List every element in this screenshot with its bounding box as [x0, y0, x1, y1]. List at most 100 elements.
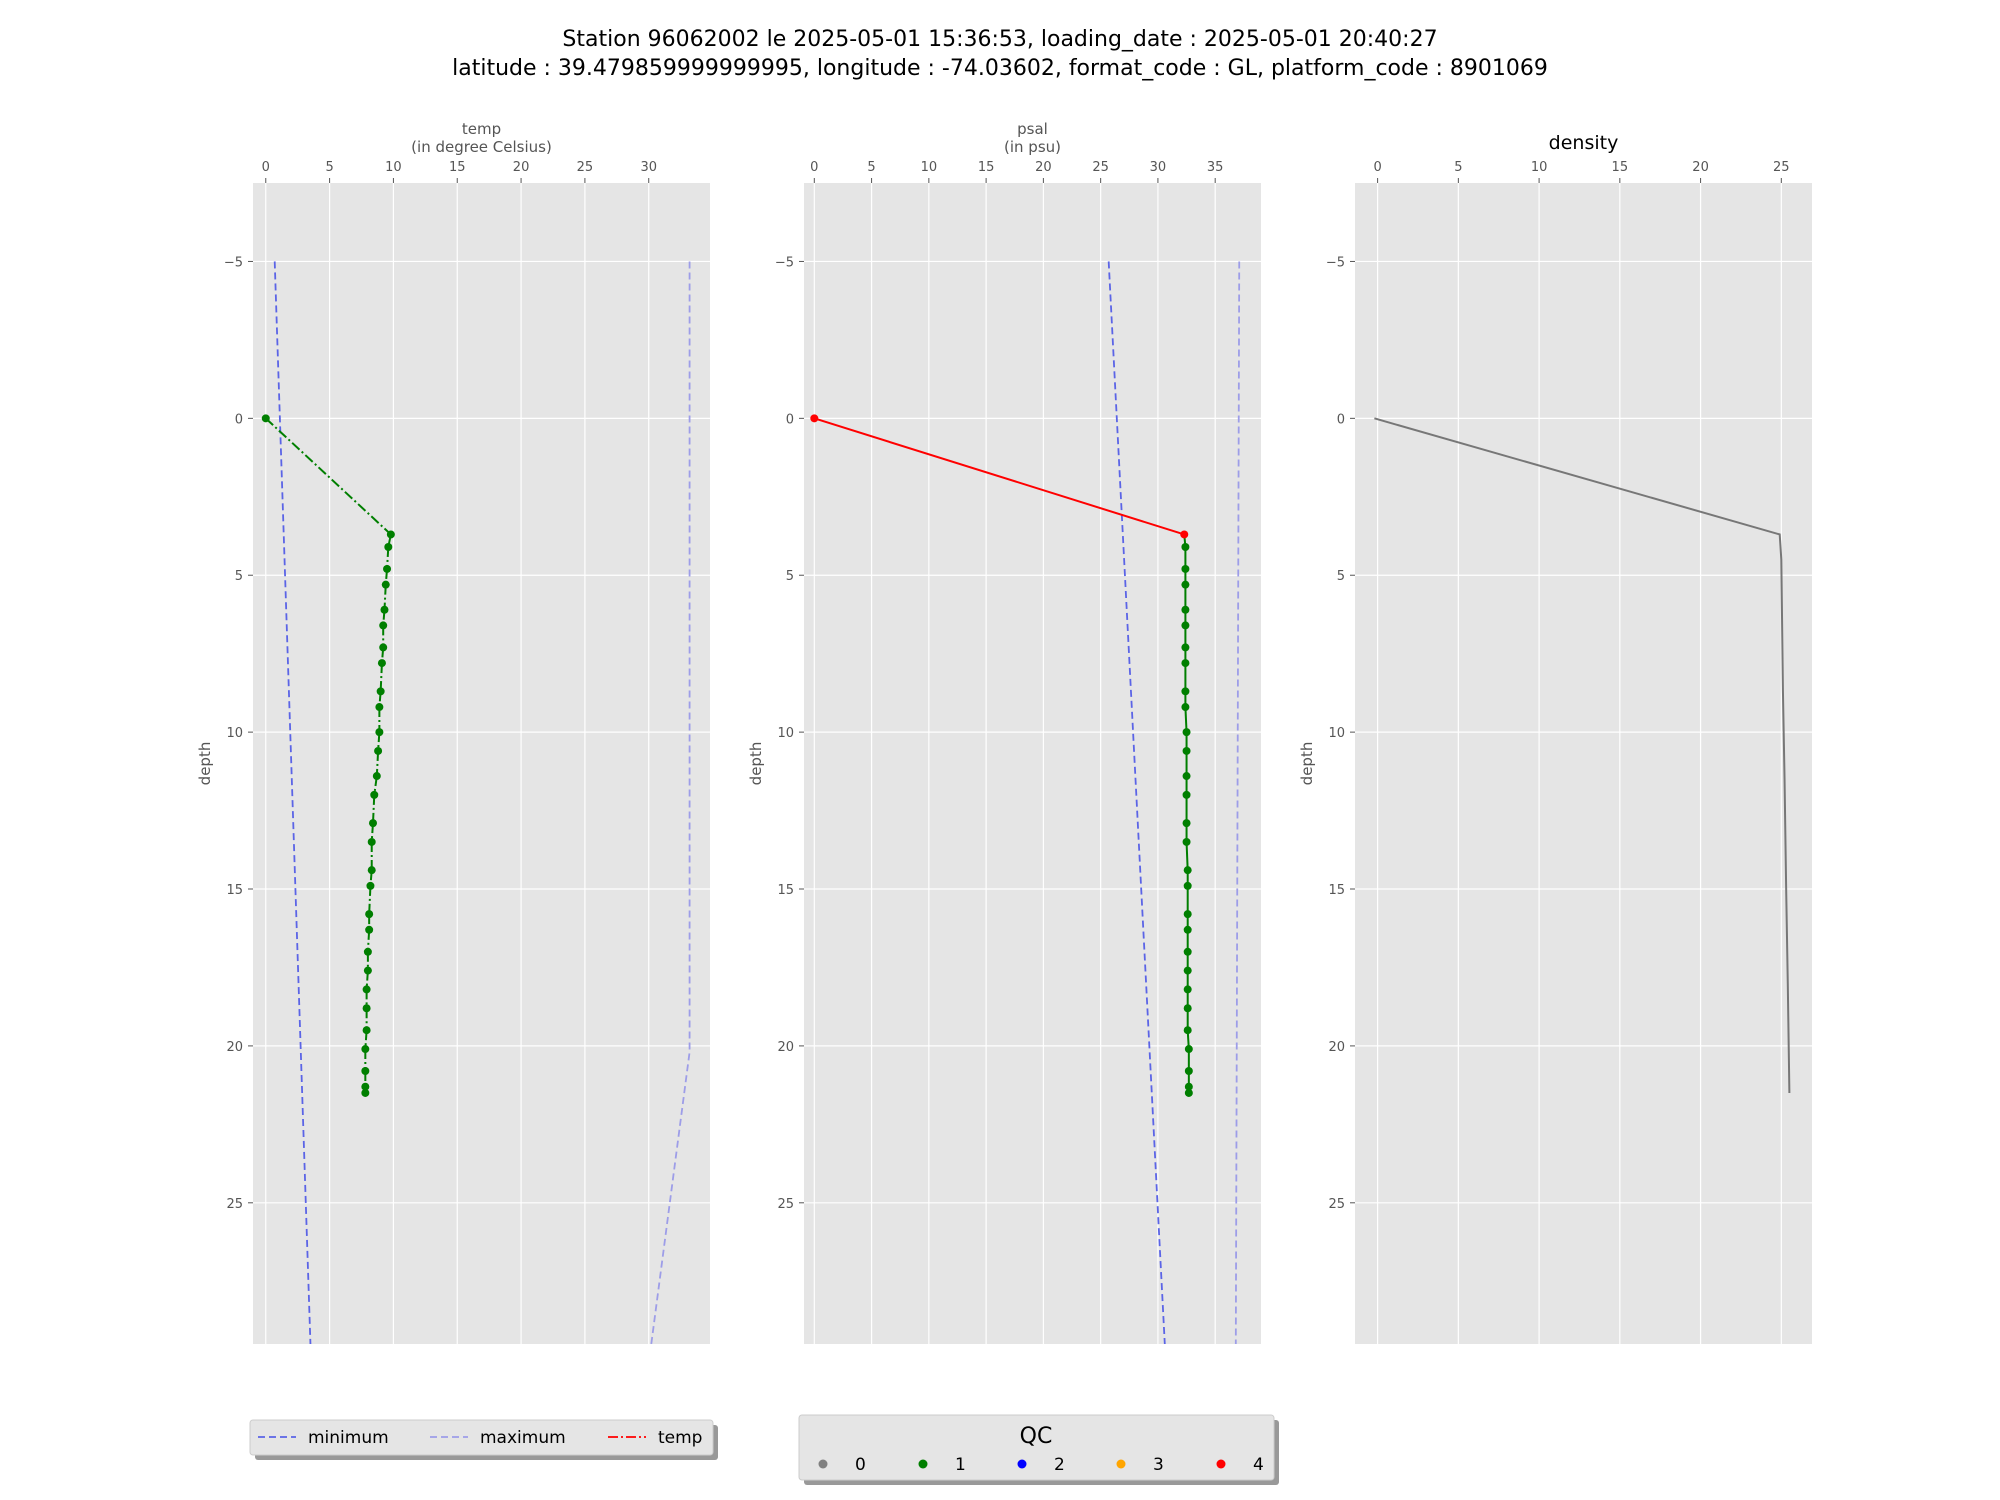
data-point [375, 728, 384, 737]
x-tick-label: 20 [1035, 160, 1052, 175]
qc-legend-label: 1 [955, 1455, 966, 1475]
minimum-line [273, 261, 312, 1345]
y-tick-label: −5 [775, 255, 794, 270]
line-style-legend: minimum maximum temp [249, 1419, 718, 1460]
x-tick-label: 20 [513, 160, 530, 175]
data-point [1184, 1067, 1193, 1076]
plot-area [253, 183, 710, 1344]
profile-segment [368, 885, 372, 915]
y-tick-label: 0 [235, 412, 243, 427]
data-point [1182, 728, 1191, 737]
x-tick-label: 0 [1373, 160, 1381, 175]
y-tick-label: 20 [1328, 1040, 1345, 1055]
data-point [1181, 659, 1190, 668]
data-point [381, 580, 390, 589]
data-point [1183, 985, 1192, 994]
data-point [1182, 772, 1191, 781]
x-tick-label: 5 [325, 160, 333, 175]
x-axis-unit-label: (in degree Celsius) [411, 138, 552, 156]
profile-segment [371, 794, 376, 824]
figure-title-line-1: Station 96062002 le 2025-05-01 15:36:53,… [562, 27, 1437, 52]
profile-segment [383, 584, 387, 610]
data-point [362, 1004, 371, 1013]
data-point [383, 564, 392, 573]
x-axis-label: psal [1017, 120, 1048, 138]
data-point [361, 1082, 370, 1091]
y-tick-label: 15 [777, 883, 794, 898]
data-point [380, 605, 389, 614]
data-point [1181, 542, 1190, 551]
x-axis-unit-label: (in psu) [1004, 138, 1061, 156]
y-axis-label: depth [1298, 742, 1316, 786]
data-point [1181, 580, 1190, 589]
plot-area [1355, 183, 1812, 1344]
data-point [375, 703, 384, 712]
data-point [1181, 687, 1190, 696]
qc-legend-title: QC [1020, 1424, 1053, 1449]
data-point [361, 1067, 370, 1076]
profile-segment [1184, 706, 1188, 733]
data-point [363, 966, 372, 975]
x-tick-label: 10 [1531, 160, 1548, 175]
y-tick-label: 10 [226, 726, 243, 741]
data-point [367, 866, 376, 875]
x-tick-label: 25 [1773, 160, 1790, 175]
y-tick-label: 15 [1328, 883, 1345, 898]
data-point [1180, 530, 1189, 539]
data-point [1183, 881, 1192, 890]
data-point [1184, 1088, 1193, 1097]
x-tick-label: 5 [1454, 160, 1462, 175]
y-tick-label: 20 [226, 1040, 243, 1055]
data-point [1183, 1026, 1192, 1035]
x-tick-label: 25 [577, 160, 594, 175]
data-point [1183, 925, 1192, 934]
data-point [1182, 790, 1191, 799]
data-point [361, 1088, 370, 1097]
y-tick-label: 10 [1328, 726, 1345, 741]
y-tick-label: 0 [786, 412, 794, 427]
data-point [368, 819, 377, 828]
data-point [362, 1026, 371, 1035]
profile-segment [375, 750, 380, 777]
figure-title-line-2: latitude : 39.479859999999995, longitude… [452, 56, 1548, 81]
data-point [1183, 1004, 1192, 1013]
y-tick-label: −5 [1326, 255, 1345, 270]
data-point [365, 910, 374, 919]
data-point [379, 643, 388, 652]
data-point [261, 414, 270, 423]
y-axis-label: depth [196, 742, 214, 786]
qc-legend-label: 4 [1253, 1455, 1264, 1475]
data-point [377, 659, 386, 668]
density-line [1374, 417, 1791, 1093]
qc-legend-label: 2 [1054, 1455, 1065, 1475]
x-tick-label: 5 [867, 160, 875, 175]
qc-legend-marker [918, 1459, 928, 1469]
y-axis-label: depth [747, 742, 765, 786]
y-tick-label: 5 [235, 569, 243, 584]
qc-legend-marker [1017, 1459, 1027, 1469]
y-tick-label: 25 [226, 1197, 243, 1212]
qc-legend: QC 0 1 2 3 4 [798, 1414, 1279, 1485]
y-tick-label: 0 [1337, 412, 1345, 427]
data-point [1183, 947, 1192, 956]
profile-segment [814, 417, 1185, 536]
data-point [1184, 1082, 1193, 1091]
data-point [376, 687, 385, 696]
y-tick-label: 25 [1328, 1197, 1345, 1212]
data-point [1182, 819, 1191, 828]
data-point [363, 947, 372, 956]
legend-label: temp [658, 1428, 702, 1448]
x-tick-label: 20 [1692, 160, 1709, 175]
data-point [1181, 564, 1190, 573]
x-tick-label: 10 [385, 160, 402, 175]
qc-legend-marker [818, 1459, 828, 1469]
data-point [370, 790, 379, 799]
data-point [367, 837, 376, 846]
data-point [1181, 621, 1190, 630]
data-point [1183, 866, 1192, 875]
density-panel: 0 5 10 15 20 25 −5 0 5 10 15 20 25 depth density [1298, 132, 1812, 1344]
legend-label: minimum [308, 1428, 389, 1448]
x-tick-label: 0 [262, 160, 270, 175]
legend-box [249, 1419, 714, 1456]
